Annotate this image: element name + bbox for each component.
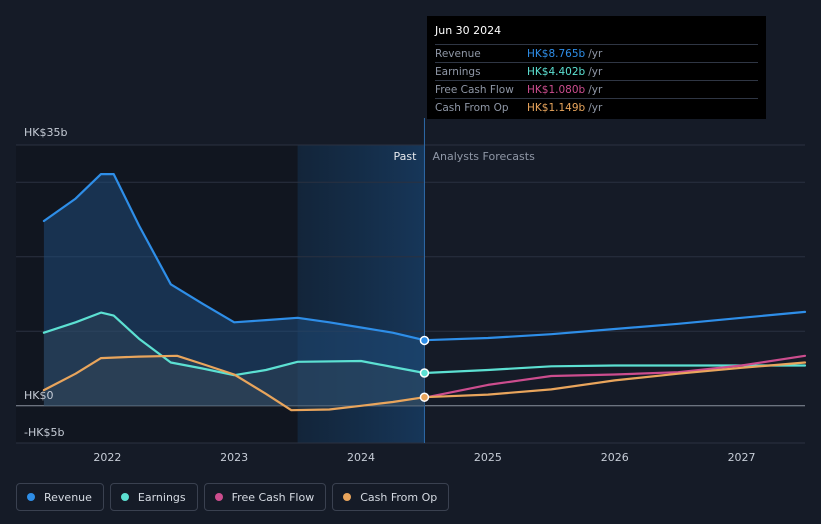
y-label-top: HK$35b bbox=[24, 126, 67, 139]
tooltip-row-value: HK$4.402b bbox=[527, 65, 586, 78]
tooltip-row-unit: /yr bbox=[588, 65, 603, 78]
tooltip-row-label: Free Cash Flow bbox=[435, 83, 514, 96]
x-tick-label: 2024 bbox=[347, 451, 375, 464]
tooltip-row-value: HK$8.765b bbox=[527, 47, 586, 60]
legend-item-revenue[interactable]: Revenue bbox=[16, 483, 104, 511]
area-cash-from-op bbox=[43, 355, 425, 411]
legend-label: Revenue bbox=[44, 490, 92, 504]
past-label: Past bbox=[394, 150, 418, 163]
tooltip-row-unit: /yr bbox=[588, 47, 603, 60]
area-revenue bbox=[43, 174, 425, 406]
legend-item-free-cash-flow[interactable]: Free Cash Flow bbox=[203, 483, 327, 511]
area-earnings bbox=[43, 312, 425, 406]
x-tick-label: 2023 bbox=[220, 451, 248, 464]
legend-label: Earnings bbox=[137, 490, 186, 504]
tooltip-row-value: HK$1.149b bbox=[527, 101, 586, 114]
tooltip-row-value: HK$1.080b bbox=[527, 83, 586, 96]
legend-dot-icon bbox=[120, 493, 129, 501]
tooltip-date: Jun 30 2024 bbox=[435, 24, 502, 37]
legend-item-earnings[interactable]: Earnings bbox=[109, 483, 198, 511]
tooltip-row-label: Earnings bbox=[435, 65, 481, 78]
x-tick-label: 2025 bbox=[474, 451, 502, 464]
tooltip-row-label: Cash From Op bbox=[435, 101, 509, 114]
line-cash-from-op bbox=[42, 354, 807, 412]
x-tick-label: 2027 bbox=[728, 451, 756, 464]
tooltip-row-unit: /yr bbox=[588, 83, 603, 96]
line-revenue bbox=[42, 173, 807, 342]
marker-revenue bbox=[419, 335, 430, 346]
marker-earnings bbox=[419, 368, 430, 378]
tooltip-row: Revenue HK$8.765b/yr bbox=[435, 44, 758, 62]
legend-dot-icon bbox=[343, 493, 352, 501]
forecast-label: Analysts Forecasts bbox=[432, 150, 535, 163]
tooltip-row-label: Revenue bbox=[435, 47, 481, 60]
legend: Revenue Earnings Free Cash Flow Cash From O… bbox=[16, 483, 450, 511]
x-tick-label: 2026 bbox=[601, 451, 629, 464]
legend-label: Free Cash Flow bbox=[231, 490, 315, 504]
y-label-zero: HK$0 bbox=[24, 389, 53, 402]
legend-item-cash-from-op[interactable]: Cash From Op bbox=[332, 483, 450, 511]
legend-label: Cash From Op bbox=[360, 490, 438, 504]
x-tick-label: 2022 bbox=[93, 451, 121, 464]
tooltip-row: Free Cash Flow HK$1.080b/yr bbox=[435, 80, 758, 98]
line-earnings bbox=[42, 311, 807, 377]
legend-dot-icon bbox=[214, 493, 223, 501]
tooltip-row-unit: /yr bbox=[588, 101, 603, 114]
tooltip: Jun 30 2024 Revenue HK$8.765b/yr Earnings H… bbox=[427, 16, 766, 119]
tooltip-row: Cash From Op HK$1.149b/yr bbox=[435, 98, 758, 116]
line-free-cash-flow bbox=[423, 354, 807, 399]
legend-dot-icon bbox=[27, 493, 35, 501]
y-label-bottom: -HK$5b bbox=[24, 426, 64, 439]
marker-cash-from-op bbox=[419, 392, 430, 402]
tooltip-row: Earnings HK$4.402b/yr bbox=[435, 62, 758, 80]
